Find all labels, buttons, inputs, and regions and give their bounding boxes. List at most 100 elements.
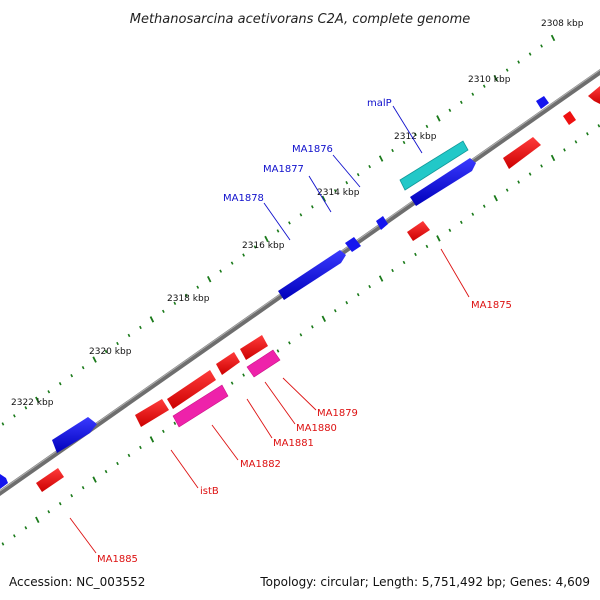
outer-track-tick bbox=[425, 124, 429, 129]
outer-track-tick bbox=[242, 253, 245, 257]
gene-MA1882-red[interactable] bbox=[167, 370, 216, 409]
inner-track-tick bbox=[58, 502, 62, 506]
gene-forward-2322[interactable] bbox=[52, 417, 97, 453]
label-MA1880[interactable]: MA1880 bbox=[296, 423, 337, 434]
inner-track-tick bbox=[505, 188, 509, 192]
tick-label-2310: 2310 kbp bbox=[468, 75, 511, 85]
label-MA1875[interactable]: MA1875 bbox=[471, 300, 512, 311]
gene-red-2310a[interactable] bbox=[563, 111, 576, 125]
outer-track-tick bbox=[276, 229, 280, 233]
inner-track-tick bbox=[104, 469, 108, 474]
outer-track-tick bbox=[436, 115, 441, 122]
outer-track-tick bbox=[493, 74, 498, 82]
inner-track-tick bbox=[149, 436, 155, 443]
tick-track-inner bbox=[1, 124, 600, 546]
inner-track-tick bbox=[448, 228, 452, 232]
outer-track-tick bbox=[35, 396, 40, 403]
inner-track-tick bbox=[597, 124, 600, 128]
label-MA1876[interactable]: MA1876 bbox=[292, 144, 333, 155]
outer-track-tick bbox=[540, 44, 543, 48]
inner-track-tick bbox=[391, 268, 394, 273]
leader-MA1882 bbox=[211, 424, 239, 461]
gene-forward-large-2316[interactable] bbox=[278, 250, 346, 300]
tick-label-2320: 2320 kbp bbox=[89, 347, 132, 357]
outer-track-tick bbox=[58, 382, 62, 386]
label-MA1881[interactable]: MA1881 bbox=[273, 438, 314, 449]
outer-track-tick bbox=[459, 100, 463, 104]
gene-MA1875[interactable] bbox=[407, 221, 430, 241]
outer-track-tick bbox=[482, 84, 486, 88]
reverse-genes bbox=[36, 111, 576, 492]
outer-track-tick bbox=[391, 148, 394, 153]
inner-track-tick bbox=[425, 244, 429, 249]
inner-track-tick bbox=[35, 516, 40, 523]
gene-MA1879[interactable] bbox=[240, 335, 268, 360]
gene-MA1885[interactable] bbox=[36, 468, 64, 492]
inner-track-tick bbox=[310, 325, 314, 329]
outer-track-tick bbox=[414, 132, 417, 137]
label-MA1877[interactable]: MA1877 bbox=[263, 164, 304, 175]
inner-track-tick bbox=[356, 292, 360, 297]
tick-label-2314: 2314 kbp bbox=[317, 188, 360, 198]
outer-track-tick bbox=[196, 285, 200, 289]
gene-forward-left-edge[interactable] bbox=[0, 474, 8, 489]
gene-small-forward-1[interactable] bbox=[536, 96, 549, 109]
inner-track-tick bbox=[528, 172, 532, 176]
outer-track-tick bbox=[207, 275, 212, 283]
outer-track-tick bbox=[13, 414, 16, 418]
inner-track-tick bbox=[540, 164, 543, 168]
outer-track-tick bbox=[448, 108, 452, 112]
gene-reverse-top-edge[interactable] bbox=[588, 86, 600, 104]
gene-MA1877[interactable] bbox=[376, 216, 388, 230]
leader-MA1877 bbox=[308, 175, 332, 213]
outer-track-tick bbox=[47, 390, 51, 394]
outer-track-tick bbox=[1, 422, 5, 426]
outer-track-tick bbox=[162, 309, 165, 314]
outer-track-tick bbox=[81, 365, 85, 370]
inner-track-tick bbox=[70, 494, 74, 498]
inner-track-tick bbox=[116, 461, 119, 466]
tick-label-2308: 2308 kbp bbox=[541, 19, 584, 29]
inner-track-tick bbox=[368, 284, 372, 289]
leader-MA1876 bbox=[332, 154, 361, 188]
outer-track-tick bbox=[288, 221, 291, 225]
inner-track-tick bbox=[402, 260, 406, 265]
tick-label-2312: 2312 kbp bbox=[394, 132, 437, 142]
label-MA1878[interactable]: MA1878 bbox=[223, 193, 264, 204]
label-MA1882[interactable]: MA1882 bbox=[240, 459, 281, 470]
label-MA1879[interactable]: MA1879 bbox=[317, 408, 358, 419]
outer-track-tick bbox=[378, 155, 384, 162]
gene-MA1882-pink[interactable] bbox=[172, 384, 229, 428]
leader-MA1880 bbox=[264, 381, 296, 425]
inner-track-tick bbox=[139, 445, 142, 450]
outer-track-tick bbox=[92, 356, 97, 363]
inner-track-tick bbox=[563, 148, 566, 152]
gene-istB[interactable] bbox=[135, 399, 169, 427]
gene-malP[interactable] bbox=[399, 140, 469, 191]
outer-track-tick bbox=[149, 316, 155, 323]
label-MA1885[interactable]: MA1885 bbox=[97, 554, 138, 565]
inner-track-tick bbox=[127, 453, 131, 458]
tick-label-2316: 2316 kbp bbox=[242, 241, 285, 251]
leader-malP bbox=[392, 105, 423, 154]
label-istB[interactable]: istB bbox=[200, 486, 219, 497]
leader-MA1878 bbox=[263, 202, 291, 241]
inner-track-tick bbox=[92, 476, 97, 483]
gene-MA1878[interactable] bbox=[345, 237, 361, 252]
inner-track-tick bbox=[13, 534, 16, 538]
gene-labels: malP MA1876 MA1877 MA1878 MA1875 MA1879 … bbox=[97, 98, 512, 565]
gene-MA1876[interactable] bbox=[410, 158, 476, 206]
outer-track-tick bbox=[310, 205, 314, 209]
inner-track-tick bbox=[24, 526, 28, 530]
forward-genes bbox=[0, 86, 600, 489]
gene-MA1881[interactable] bbox=[216, 352, 240, 375]
gene-MA1880-pink[interactable] bbox=[246, 349, 281, 378]
gene-red-2310b[interactable] bbox=[503, 137, 541, 169]
outer-track-tick bbox=[116, 341, 119, 346]
outer-track-tick bbox=[517, 60, 521, 64]
outer-track-tick bbox=[402, 140, 406, 145]
label-malP[interactable]: malP bbox=[367, 98, 392, 109]
inner-track-tick bbox=[1, 542, 5, 546]
inner-track-tick bbox=[162, 429, 165, 434]
label-leaders bbox=[69, 105, 470, 554]
